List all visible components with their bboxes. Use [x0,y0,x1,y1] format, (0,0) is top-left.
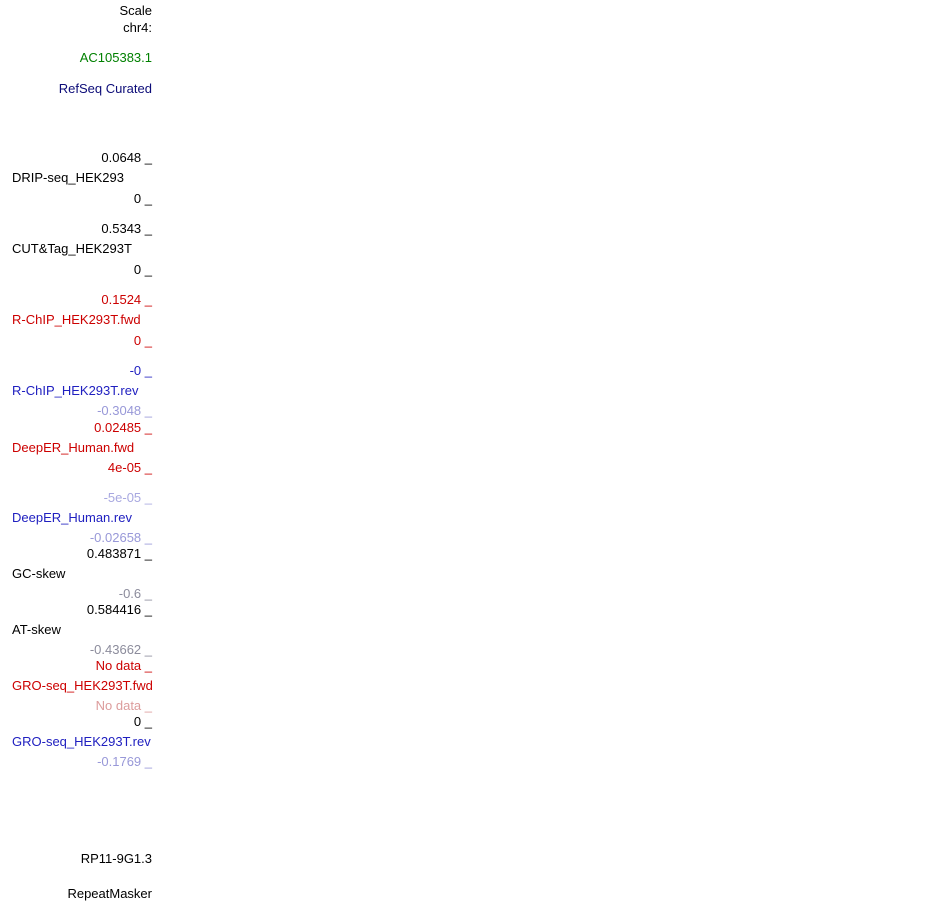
track-max-value: 0.5343 _ [101,221,152,236]
track-min-value: No data _ [95,698,152,713]
track-min-value: -0.1769 _ [97,754,152,769]
track-max-value: 0.02485 _ [94,420,152,435]
track-label-deeper-human-rev[interactable]: DeepER_Human.rev [12,510,132,525]
track-label-column: Scale chr4: AC105383.1 RefSeq Curated 0.… [0,0,155,902]
track-max-value: -0 _ [129,363,152,378]
track-min-value: 0 _ [133,333,152,348]
track-label-deeper-human-fwd[interactable]: DeepER_Human.fwd [12,440,135,455]
track-label-gro-seq-hek293t-rev[interactable]: GRO-seq_HEK293T.rev [12,734,151,749]
track-max-value: 0.584416 _ [86,602,152,617]
assembly-clone-label[interactable]: AC105383.1 [79,50,152,65]
scale-label: Scale [119,3,152,18]
track-max-value: No data _ [95,658,152,673]
repeatmasker-label[interactable]: RepeatMasker [67,886,152,901]
track-min-value: -0.02658 _ [89,530,152,545]
track-label-r-chip-hek293t-fwd[interactable]: R-ChIP_HEK293T.fwd [12,312,141,327]
track-label-cut-tag-hek293t[interactable]: CUT&Tag_HEK293T [12,241,132,256]
track-max-value: 0.0648 _ [101,150,152,165]
track-min-value: -0.43662 _ [89,642,152,657]
track-label-gc-skew[interactable]: GC-skew [12,566,66,581]
track-min-value: 0 _ [133,262,152,277]
position-label: chr4: [123,20,152,35]
refseq-curated-label[interactable]: RefSeq Curated [58,81,152,96]
track-max-value: 0.1524 _ [101,292,152,307]
track-max-value: -5e-05 _ [103,490,152,505]
track-plot-area [155,0,950,902]
track-label-gro-seq-hek293t-fwd[interactable]: GRO-seq_HEK293T.fwd [12,678,153,693]
track-max-value: 0.483871 _ [86,546,152,561]
track-label-at-skew[interactable]: AT-skew [12,622,61,637]
track-label-drip-seq-hek293[interactable]: DRIP-seq_HEK293 [12,170,124,185]
track-min-value: -0.6 _ [118,586,152,601]
track-label-r-chip-hek293t-rev[interactable]: R-ChIP_HEK293T.rev [12,383,139,398]
track-min-value: 0 _ [133,191,152,206]
track-min-value: 4e-05 _ [107,460,152,475]
clone-label-rp11-9g1-3[interactable]: RP11-9G1.3 [80,851,152,866]
track-max-value: 0 _ [133,714,152,729]
track-min-value: -0.3048 _ [97,403,152,418]
